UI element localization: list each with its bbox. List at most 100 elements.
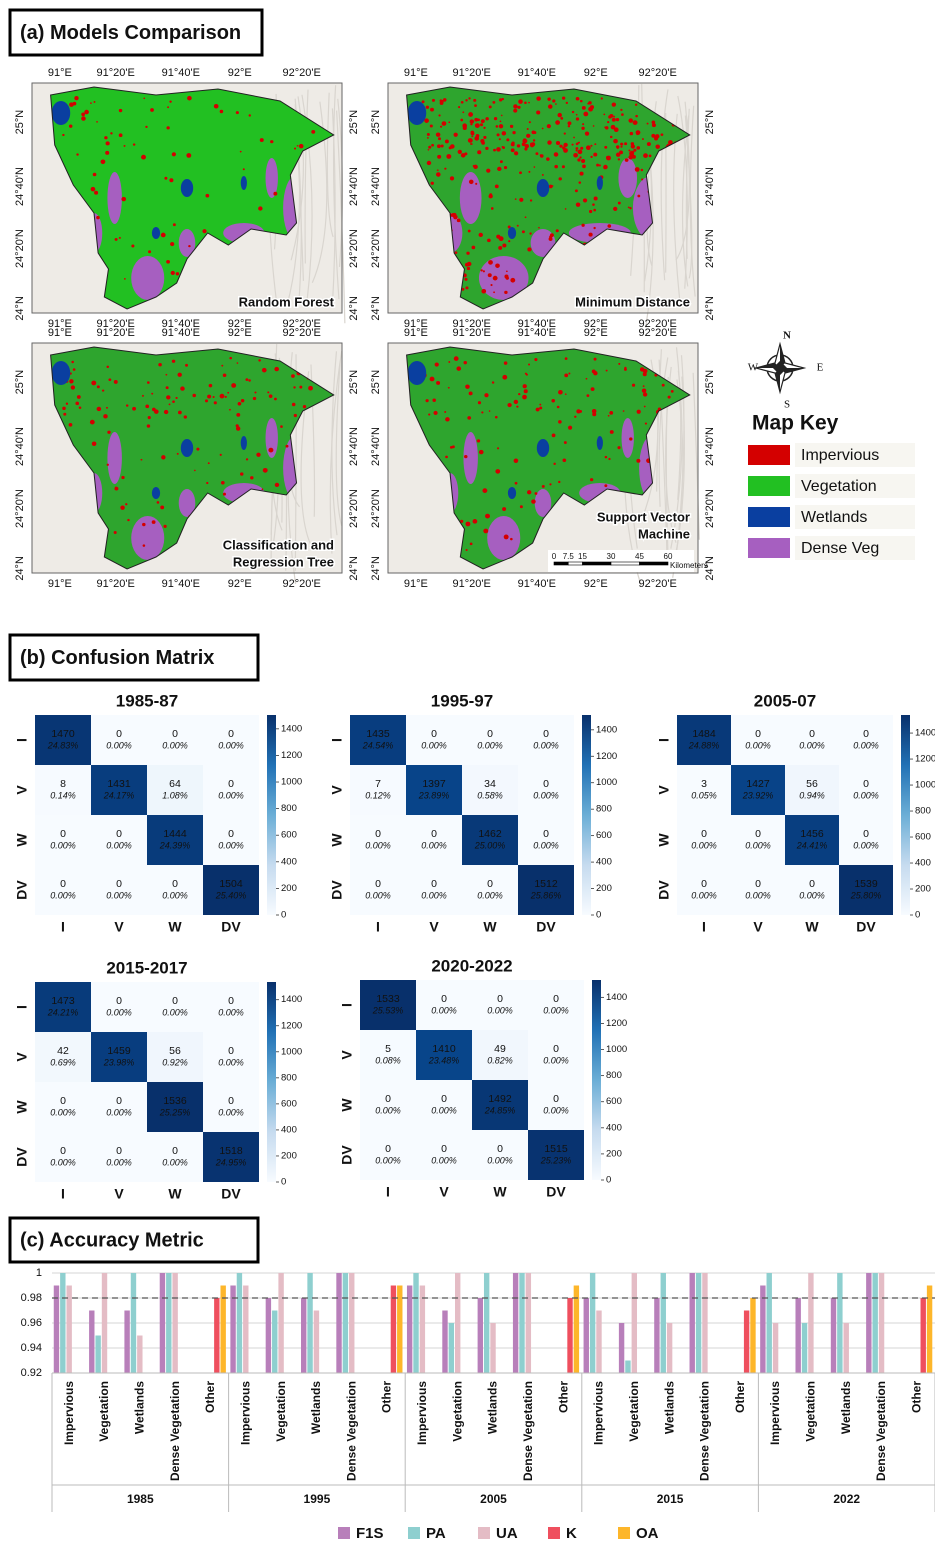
colorbar-tick-label: 0 <box>281 1177 286 1188</box>
impervious-patch <box>533 139 535 141</box>
impervious-patch <box>607 224 611 228</box>
impervious-patch <box>527 128 529 130</box>
impervious-patch <box>485 147 488 150</box>
impervious-patch <box>554 165 558 169</box>
x-tick-label: Dense Vegetation <box>344 1381 358 1481</box>
x-tick-label: W <box>168 919 182 935</box>
lon-tick-label: 91°20'E <box>453 67 491 79</box>
impervious-patch <box>246 458 248 460</box>
impervious-patch <box>635 104 637 106</box>
impervious-patch <box>506 270 508 272</box>
impervious-patch <box>169 178 173 182</box>
impervious-patch <box>624 367 626 369</box>
impervious-patch <box>643 369 648 373</box>
cell-count: 1515 <box>544 1143 568 1155</box>
cell-percent: 0.00% <box>218 840 244 850</box>
cell-count: 0 <box>487 728 493 740</box>
impervious-patch <box>274 367 279 371</box>
impervious-patch <box>150 108 154 112</box>
legend-swatch <box>748 476 790 496</box>
impervious-patch <box>568 426 572 430</box>
impervious-patch <box>610 136 613 138</box>
colorbar-tick-label: 200 <box>281 883 297 894</box>
x-tick-label: DV <box>536 919 556 935</box>
impervious-patch <box>495 185 499 189</box>
impervious-patch <box>513 109 517 113</box>
impervious-patch <box>468 138 473 143</box>
legend-label: Dense Veg <box>801 540 879 557</box>
lon-tick-label: 92°20'E <box>283 578 321 590</box>
x-tick-label: Other <box>910 1381 924 1413</box>
impervious-patch <box>655 134 659 138</box>
impervious-patch <box>651 134 655 138</box>
colorbar <box>267 982 276 1182</box>
impervious-patch <box>488 273 492 277</box>
impervious-patch <box>102 389 104 391</box>
impervious-patch <box>308 386 313 391</box>
lat-tick-label: 24°20'N <box>370 229 382 268</box>
cell-count: 0 <box>116 1095 122 1107</box>
cell-percent: 24.88% <box>688 740 720 750</box>
x-tick-label: DV <box>221 919 241 935</box>
x-tick-label: Impervious <box>592 1381 606 1445</box>
cell-count: 0 <box>116 995 122 1007</box>
impervious-patch <box>76 153 79 155</box>
impervious-patch <box>445 456 448 459</box>
bar <box>455 1273 460 1373</box>
impervious-patch <box>262 488 264 490</box>
impervious-patch <box>205 194 209 198</box>
cell-count: 0 <box>553 993 559 1005</box>
impervious-patch <box>478 401 481 404</box>
impervious-patch <box>566 102 568 104</box>
impervious-patch <box>172 152 176 156</box>
lon-tick-label: 92°E <box>584 67 608 79</box>
impervious-patch <box>557 406 560 409</box>
cell-count: 56 <box>169 1045 181 1057</box>
impervious-patch <box>166 395 170 399</box>
x-tick-label: V <box>439 1184 449 1200</box>
legend-swatch <box>748 445 790 465</box>
impervious-patch <box>610 430 614 434</box>
impervious-patch <box>518 393 520 395</box>
lat-tick-label: 24°20'N <box>348 229 360 268</box>
colorbar-tick-label: 1400 <box>281 723 302 734</box>
colorbar-tick-label: 800 <box>281 803 297 814</box>
impervious-patch <box>563 148 568 153</box>
impervious-patch <box>91 187 96 192</box>
impervious-patch <box>483 529 488 534</box>
cell-percent: 0.00% <box>106 890 132 900</box>
lon-tick-label: 92°20'E <box>283 67 321 79</box>
cell-percent: 0.00% <box>162 740 188 750</box>
colorbar <box>901 715 910 915</box>
cell-count: 0 <box>172 728 178 740</box>
impervious-patch <box>497 447 499 449</box>
impervious-patch <box>432 399 436 402</box>
colorbar-tick-label: 0 <box>606 1175 611 1186</box>
impervious-patch <box>214 104 219 109</box>
bar <box>336 1273 341 1373</box>
impervious-patch <box>221 365 223 367</box>
impervious-patch <box>558 481 560 483</box>
cell-count: 1539 <box>854 878 878 890</box>
impervious-patch <box>110 132 112 134</box>
lon-tick-label: 91°E <box>404 67 428 79</box>
impervious-patch <box>101 159 106 164</box>
cell-percent: 0.00% <box>799 890 825 900</box>
impervious-patch <box>431 182 434 185</box>
cell-percent: 0.00% <box>799 740 825 750</box>
impervious-patch <box>426 106 429 109</box>
impervious-patch <box>652 123 656 127</box>
cell-count: 0 <box>116 878 122 890</box>
impervious-patch <box>236 111 239 114</box>
cell-count: 1459 <box>107 1045 131 1057</box>
impervious-patch <box>591 387 595 391</box>
impervious-patch <box>510 278 515 283</box>
lon-tick-label: 92°20'E <box>639 67 677 79</box>
lat-tick-label: 25°N <box>14 110 26 135</box>
colorbar-tick-label: 0 <box>281 910 286 921</box>
lon-tick-label: 91°20'E <box>453 578 491 590</box>
impervious-patch <box>440 126 442 128</box>
impervious-patch <box>497 167 501 171</box>
impervious-patch <box>504 291 507 294</box>
impervious-patch <box>106 407 108 409</box>
